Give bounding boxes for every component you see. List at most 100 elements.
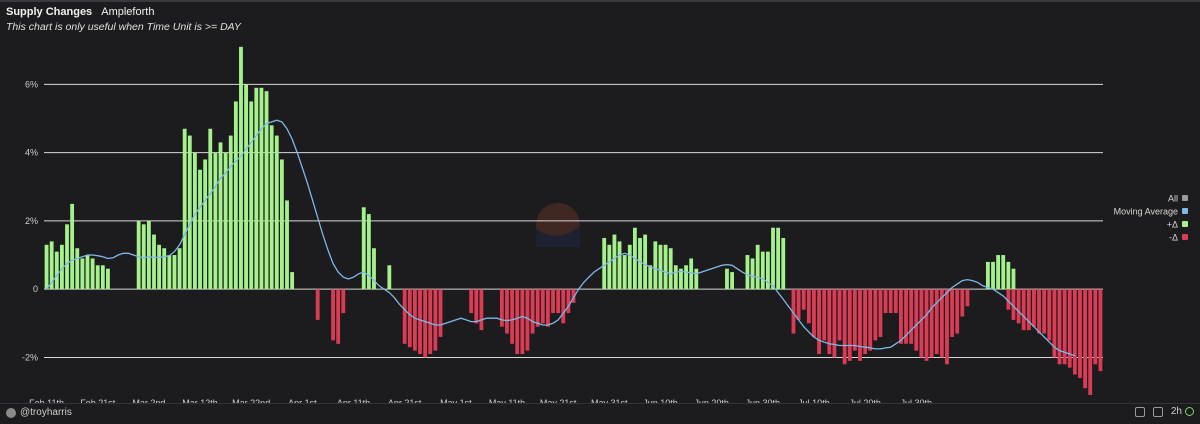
bar-positive[interactable] xyxy=(177,248,182,290)
bar-negative[interactable] xyxy=(438,289,443,337)
bar-negative[interactable] xyxy=(893,289,898,314)
bar-positive[interactable] xyxy=(755,244,760,290)
legend-label[interactable]: Moving Average xyxy=(1114,207,1178,217)
bar-negative[interactable] xyxy=(817,289,821,355)
bar-positive[interactable] xyxy=(44,244,49,290)
bar-positive[interactable] xyxy=(679,268,683,290)
bar-positive[interactable] xyxy=(387,265,392,290)
legend-label[interactable]: +Δ xyxy=(1167,220,1178,230)
author-name[interactable]: @troyharris xyxy=(20,407,72,418)
bar-negative[interactable] xyxy=(1011,289,1016,320)
bar-negative[interactable] xyxy=(827,289,832,355)
bar-positive[interactable] xyxy=(648,265,653,290)
bar-positive[interactable] xyxy=(985,261,990,290)
bar-negative[interactable] xyxy=(336,289,341,344)
bar-positive[interactable] xyxy=(59,244,64,290)
bar-negative[interactable] xyxy=(402,289,407,344)
bar-positive[interactable] xyxy=(612,234,617,290)
bar-negative[interactable] xyxy=(433,289,438,351)
bar-negative[interactable] xyxy=(945,289,949,365)
bar-negative[interactable] xyxy=(479,289,484,331)
bar-negative[interactable] xyxy=(806,289,811,324)
bar-negative[interactable] xyxy=(407,289,412,348)
bar-negative[interactable] xyxy=(315,289,320,320)
bar-positive[interactable] xyxy=(776,227,781,290)
bar-negative[interactable] xyxy=(530,289,535,334)
bar-positive[interactable] xyxy=(684,265,688,290)
bar-negative[interactable] xyxy=(525,289,530,351)
bar-negative[interactable] xyxy=(1052,289,1057,358)
bar-positive[interactable] xyxy=(361,207,366,290)
bar-positive[interactable] xyxy=(223,152,228,290)
bar-negative[interactable] xyxy=(883,289,888,314)
bar-positive[interactable] xyxy=(70,203,75,290)
bar-positive[interactable] xyxy=(991,261,995,290)
bar-negative[interactable] xyxy=(428,289,433,355)
legend-swatch[interactable] xyxy=(1182,234,1188,240)
bar-positive[interactable] xyxy=(1006,261,1011,290)
bar-negative[interactable] xyxy=(812,289,816,337)
bar-positive[interactable] xyxy=(694,268,699,290)
bar-negative[interactable] xyxy=(535,289,540,327)
bar-negative[interactable] xyxy=(939,289,944,358)
bar-negative[interactable] xyxy=(858,289,862,361)
bar-positive[interactable] xyxy=(95,265,100,290)
bar-negative[interactable] xyxy=(1047,289,1052,341)
bar-positive[interactable] xyxy=(193,152,197,290)
bar-positive[interactable] xyxy=(290,272,295,290)
bar-negative[interactable] xyxy=(474,289,479,324)
bar-negative[interactable] xyxy=(412,289,417,351)
bar-positive[interactable] xyxy=(725,268,729,290)
bar-negative[interactable] xyxy=(1093,289,1098,365)
bar-negative[interactable] xyxy=(561,289,566,324)
bar-positive[interactable] xyxy=(239,46,243,290)
bar-positive[interactable] xyxy=(607,244,612,290)
bar-positive[interactable] xyxy=(172,255,177,290)
bar-positive[interactable] xyxy=(182,128,187,290)
bar-positive[interactable] xyxy=(254,87,259,290)
bar-negative[interactable] xyxy=(832,289,837,358)
bar-positive[interactable] xyxy=(167,255,172,290)
bar-negative[interactable] xyxy=(899,289,903,344)
bar-negative[interactable] xyxy=(1037,289,1041,334)
bar-positive[interactable] xyxy=(658,244,663,290)
bar-positive[interactable] xyxy=(269,125,274,290)
bar-negative[interactable] xyxy=(1072,289,1077,375)
bar-negative[interactable] xyxy=(842,289,847,365)
bar-positive[interactable] xyxy=(85,255,90,290)
legend[interactable]: All Moving Average +Δ -Δ xyxy=(1114,194,1188,243)
bar-positive[interactable] xyxy=(274,135,279,290)
bar-positive[interactable] xyxy=(213,152,218,290)
bar-positive[interactable] xyxy=(146,220,151,290)
bar-positive[interactable] xyxy=(136,220,141,290)
bar-positive[interactable] xyxy=(187,135,192,290)
bar-negative[interactable] xyxy=(1026,289,1031,331)
bar-positive[interactable] xyxy=(663,244,668,290)
bar-negative[interactable] xyxy=(341,289,346,314)
bar-negative[interactable] xyxy=(418,289,422,355)
bar-positive[interactable] xyxy=(152,234,156,290)
bar-positive[interactable] xyxy=(198,169,202,290)
bar-negative[interactable] xyxy=(801,289,806,310)
bar-positive[interactable] xyxy=(643,234,648,290)
bar-negative[interactable] xyxy=(510,289,515,344)
bar-negative[interactable] xyxy=(1078,289,1082,378)
bar-positive[interactable] xyxy=(771,227,775,290)
bar-positive[interactable] xyxy=(1011,268,1016,290)
bar-negative[interactable] xyxy=(551,289,555,314)
bar-negative[interactable] xyxy=(1021,289,1026,331)
bar-negative[interactable] xyxy=(423,289,428,358)
bar-negative[interactable] xyxy=(331,289,335,341)
bar-negative[interactable] xyxy=(950,289,954,337)
bar-positive[interactable] xyxy=(602,237,607,290)
bar-negative[interactable] xyxy=(1042,289,1047,334)
bar-negative[interactable] xyxy=(934,289,939,355)
camera-icon[interactable] xyxy=(1152,406,1163,417)
bar-positive[interactable] xyxy=(49,241,54,290)
bar-negative[interactable] xyxy=(837,289,842,341)
bar-negative[interactable] xyxy=(847,289,852,361)
bar-negative[interactable] xyxy=(955,289,960,334)
bar-negative[interactable] xyxy=(796,289,801,320)
bar-negative[interactable] xyxy=(1062,289,1067,365)
bar-positive[interactable] xyxy=(617,241,622,290)
